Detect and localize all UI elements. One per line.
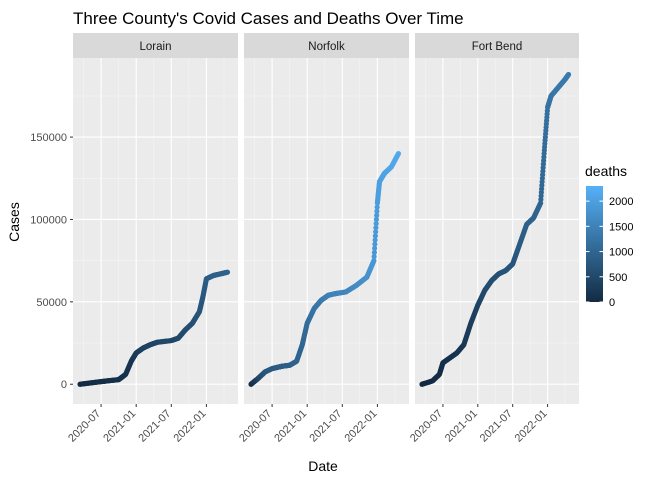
panel-strip-label: Fort Bend xyxy=(472,41,523,53)
y-tick-label: 150000 xyxy=(30,132,67,144)
panels-group: Lorain2020-072021-012021-072022-01Norfol… xyxy=(66,33,579,445)
y-tick-label: 0 xyxy=(61,379,67,391)
x-tick-label: 2022-01 xyxy=(171,408,208,445)
legend-tick-label: 2000 xyxy=(609,196,633,208)
x-tick-label: 2021-07 xyxy=(136,408,173,445)
panel-background xyxy=(244,58,409,404)
data-point xyxy=(372,241,378,247)
data-point xyxy=(374,204,380,210)
x-tick-label: 2020-07 xyxy=(237,408,274,445)
legend-colorbar xyxy=(586,186,603,302)
panel-strip-label: Norfolk xyxy=(308,41,345,53)
data-point xyxy=(224,269,231,275)
y-tick-label: 50000 xyxy=(36,297,67,309)
legend-tick-label: 1500 xyxy=(609,221,633,233)
data-point xyxy=(371,258,377,264)
x-tick-label: 2021-07 xyxy=(478,408,515,445)
panel-background xyxy=(415,58,579,404)
data-point xyxy=(372,237,378,243)
data-point xyxy=(371,253,377,260)
data-point xyxy=(373,225,379,231)
data-point xyxy=(373,216,379,223)
panel-strip xyxy=(415,33,579,58)
x-tick-label: 2022-01 xyxy=(342,408,379,445)
legend-tick-label: 0 xyxy=(609,297,615,309)
panel-strip xyxy=(244,33,409,58)
data-point xyxy=(374,212,380,218)
x-axis-label: Date xyxy=(308,458,338,474)
y-tick-label: 100000 xyxy=(30,214,67,226)
panel-strip xyxy=(73,33,238,58)
legend-tick-label: 500 xyxy=(609,272,627,284)
x-tick-label: 2021-07 xyxy=(307,408,344,445)
legend-title: deaths xyxy=(585,163,627,179)
data-point xyxy=(374,208,380,214)
panel-strip-label: Lorain xyxy=(140,41,172,53)
x-tick-label: 2020-07 xyxy=(408,408,445,445)
x-tick-label: 2020-07 xyxy=(66,408,103,445)
x-tick-label: 2021-01 xyxy=(443,408,480,445)
x-tick-label: 2021-01 xyxy=(272,408,309,445)
chart-title: Three County's Covid Cases and Deaths Ov… xyxy=(73,9,464,28)
y-axis: 0 50000 100000 150000 xyxy=(30,132,73,391)
data-point xyxy=(373,229,379,235)
legend-tick-label: 1000 xyxy=(609,247,633,259)
y-axis-label: Cases xyxy=(6,202,22,242)
data-point xyxy=(373,220,379,227)
x-tick-label: 2022-01 xyxy=(513,408,550,445)
data-point xyxy=(371,249,377,256)
data-point xyxy=(372,245,378,251)
data-point xyxy=(372,233,378,239)
data-point xyxy=(395,150,402,157)
x-tick-label: 2021-01 xyxy=(101,408,138,445)
panel-background xyxy=(73,58,238,404)
legend: deaths 0 500 1000 1500 2000 xyxy=(585,163,633,309)
data-point xyxy=(565,71,572,78)
